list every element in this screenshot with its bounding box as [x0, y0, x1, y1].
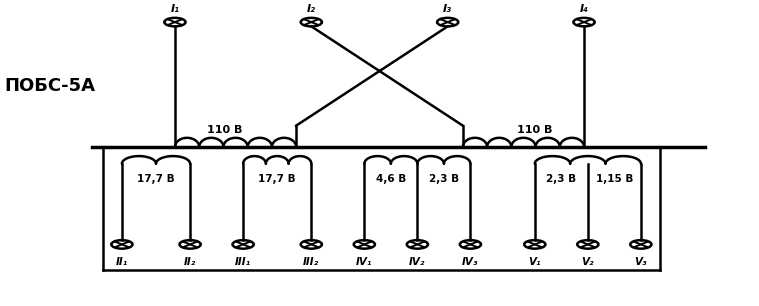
Text: 17,7 В: 17,7 В [137, 174, 175, 184]
Text: 4,6 В: 4,6 В [376, 174, 406, 184]
Text: 17,7 В: 17,7 В [258, 174, 296, 184]
Text: II₁: II₁ [116, 257, 128, 267]
Text: I₃: I₃ [443, 4, 452, 13]
Text: II₂: II₂ [184, 257, 197, 267]
Text: IV₂: IV₂ [409, 257, 426, 267]
Text: III₁: III₁ [235, 257, 251, 267]
Text: 110 В: 110 В [206, 125, 242, 135]
Text: V₁: V₁ [528, 257, 541, 267]
Text: III₂: III₂ [304, 257, 320, 267]
Text: IV₃: IV₃ [462, 257, 479, 267]
Text: 110 В: 110 В [517, 125, 553, 135]
Text: V₂: V₂ [581, 257, 594, 267]
Text: 2,3 В: 2,3 В [429, 174, 459, 184]
Text: V₃: V₃ [635, 257, 647, 267]
Text: I₂: I₂ [307, 4, 316, 13]
Text: I₄: I₄ [580, 4, 588, 13]
Text: I₁: I₁ [171, 4, 179, 13]
Text: 2,3 В: 2,3 В [546, 174, 576, 184]
Text: 1,15 В: 1,15 В [596, 174, 633, 184]
Text: IV₁: IV₁ [356, 257, 373, 267]
Text: ПОБС-5А: ПОБС-5А [5, 77, 96, 95]
